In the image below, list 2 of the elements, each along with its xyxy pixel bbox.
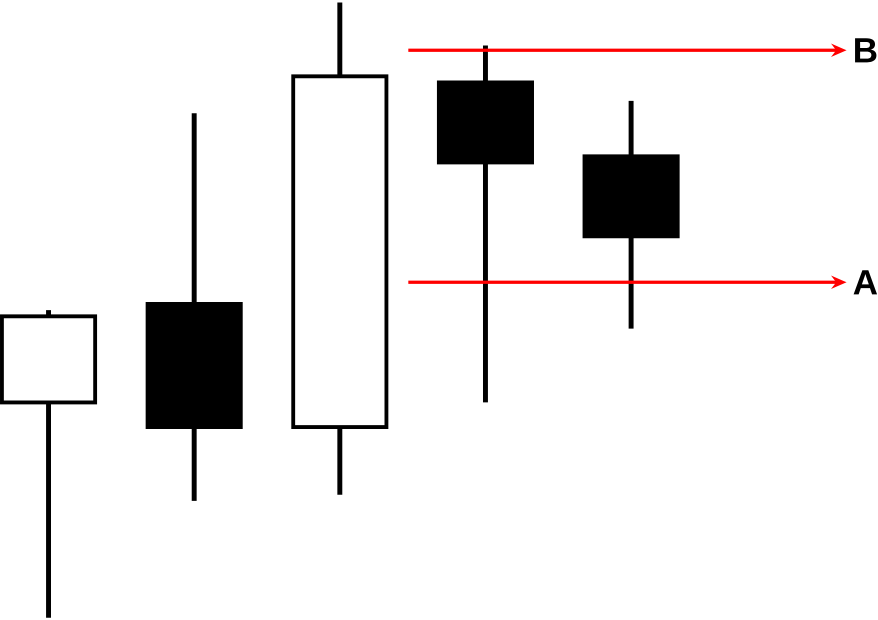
text: B — [855, 38, 876, 62]
text: A — [854, 270, 878, 294]
